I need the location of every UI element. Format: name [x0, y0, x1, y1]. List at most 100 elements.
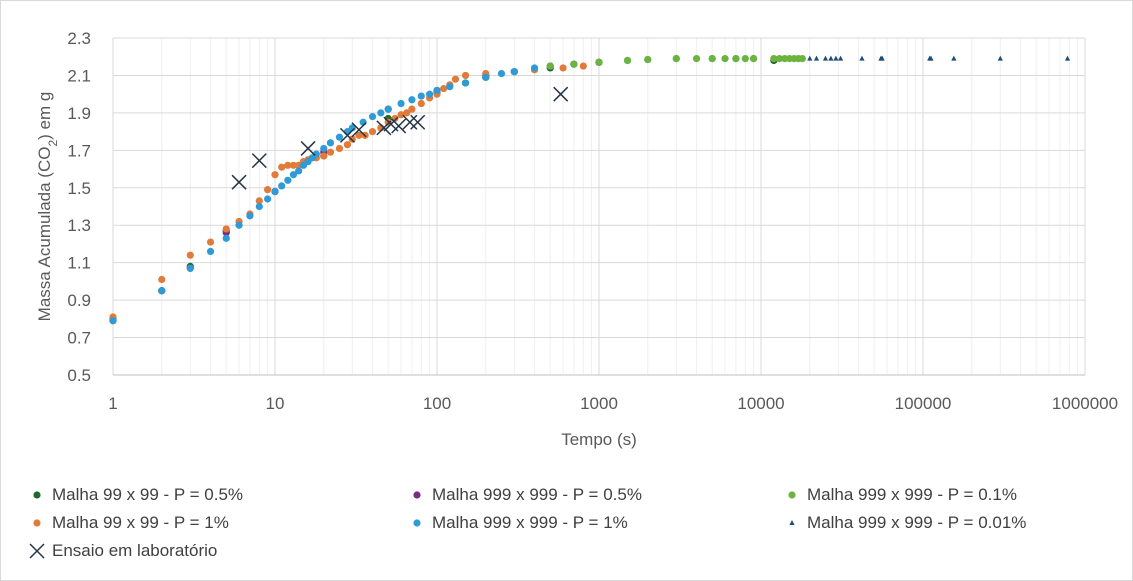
- data-point: [368, 128, 377, 136]
- y-tick-label: 0.7: [67, 329, 91, 348]
- data-point: [813, 55, 820, 61]
- legend-marker-icon: [28, 486, 46, 504]
- legend-item: Malha 99 x 99 - P = 1%: [28, 510, 229, 536]
- series-3: [109, 58, 603, 321]
- y-tick-label: 1.1: [67, 254, 91, 273]
- y-tick-label: 1.5: [67, 179, 91, 198]
- data-point: [807, 55, 813, 61]
- data-point: [408, 96, 416, 104]
- data-point: [320, 144, 328, 153]
- x-tick-label: 1: [108, 394, 117, 413]
- data-point: [433, 86, 441, 95]
- data-point: [546, 62, 554, 70]
- data-point: [186, 264, 194, 272]
- data-point: [410, 114, 426, 130]
- data-point: [644, 55, 652, 64]
- chart-plot: 0.5 0.7 0.9 1.1 1.3 1.5 1.7 1.9 2.1 2.3 1 10 100 1000…: [35, 29, 1118, 449]
- data-point: [559, 64, 567, 72]
- y-tick-label: 1.9: [67, 104, 91, 123]
- data-point: [408, 105, 416, 113]
- data-point: [351, 122, 367, 138]
- legend-marker-icon: [783, 514, 801, 532]
- legend-label: Malha 99 x 99 - P = 0.5%: [52, 485, 244, 504]
- data-point: [928, 55, 934, 61]
- data-point: [326, 139, 335, 147]
- data-point: [530, 64, 539, 72]
- y-tick-label: 1.7: [67, 141, 91, 160]
- legend-marker-icon: [783, 486, 801, 504]
- legend-item: Ensaio em laboratório: [28, 538, 217, 564]
- data-point: [770, 54, 778, 63]
- data-point: [391, 118, 407, 134]
- data-point: [397, 111, 405, 119]
- data-point: [206, 247, 215, 256]
- legend-item: Malha 999 x 999 - P = 0.01%: [783, 510, 1026, 536]
- y-tick-label: 0.5: [67, 366, 91, 385]
- legend-label: Malha 999 x 999 - P = 0.01%: [807, 513, 1027, 532]
- data-point: [339, 127, 355, 143]
- x-tick-label: 10000: [737, 394, 784, 413]
- data-point: [440, 84, 448, 93]
- legend-marker-icon: [408, 486, 426, 504]
- data-point: [271, 171, 279, 179]
- series-6: [231, 86, 569, 190]
- data-point: [413, 519, 421, 527]
- legend-item: Malha 99 x 99 - P = 0.5%: [28, 482, 243, 508]
- data-point: [206, 238, 215, 246]
- data-point: [451, 75, 460, 83]
- x-axis-title: Tempo (s): [561, 430, 637, 449]
- data-point: [417, 92, 425, 100]
- data-point: [33, 519, 41, 527]
- data-point: [798, 54, 806, 63]
- series-1: [109, 58, 603, 325]
- data-point: [300, 140, 316, 156]
- data-point: [251, 153, 267, 169]
- x-tick-label: 1000: [580, 394, 618, 413]
- data-point: [413, 491, 421, 499]
- data-point: [749, 54, 758, 63]
- data-point: [284, 176, 292, 184]
- data-point: [246, 212, 254, 220]
- legend-label: Malha 999 x 999 - P = 0.1%: [807, 485, 1017, 504]
- data-point: [335, 144, 344, 153]
- data-point: [231, 174, 247, 190]
- data-point: [708, 54, 716, 63]
- data-point: [997, 55, 1003, 61]
- data-point: [828, 55, 834, 61]
- chart-legend: Malha 99 x 99 - P = 0.5% Malha 999 x 999 …: [0, 474, 1133, 574]
- data-point: [368, 113, 377, 121]
- y-tick-label: 2.3: [67, 29, 91, 48]
- data-point: [822, 55, 829, 61]
- data-point: [235, 221, 243, 229]
- legend-marker-icon: [28, 514, 46, 532]
- legend-item: Malha 999 x 999 - P = 0.1%: [783, 482, 1017, 508]
- data-point: [384, 105, 392, 113]
- data-point: [741, 54, 749, 63]
- data-point: [951, 55, 957, 61]
- data-point: [833, 55, 839, 61]
- data-point: [672, 54, 680, 63]
- data-point: [446, 83, 454, 91]
- data-point: [397, 99, 405, 108]
- data-point: [255, 197, 263, 205]
- data-point: [335, 133, 344, 141]
- y-tick-label: 2.1: [67, 66, 91, 85]
- data-point: [623, 56, 632, 65]
- data-point: [295, 167, 303, 175]
- legend-label: Malha 999 x 999 - P = 1%: [432, 513, 628, 532]
- legend-marker-icon: [28, 542, 46, 560]
- data-point: [595, 58, 603, 66]
- data-point: [775, 54, 784, 63]
- data-point: [510, 68, 518, 76]
- x-tick-label: 1000000: [1052, 394, 1118, 413]
- series-2: [546, 54, 806, 70]
- data-point: [343, 141, 352, 149]
- data-point: [461, 71, 470, 80]
- data-point: [271, 187, 279, 196]
- data-point: [289, 161, 298, 169]
- data-point: [403, 109, 411, 117]
- data-point: [859, 55, 865, 61]
- data-point: [788, 491, 796, 499]
- data-point: [320, 152, 328, 160]
